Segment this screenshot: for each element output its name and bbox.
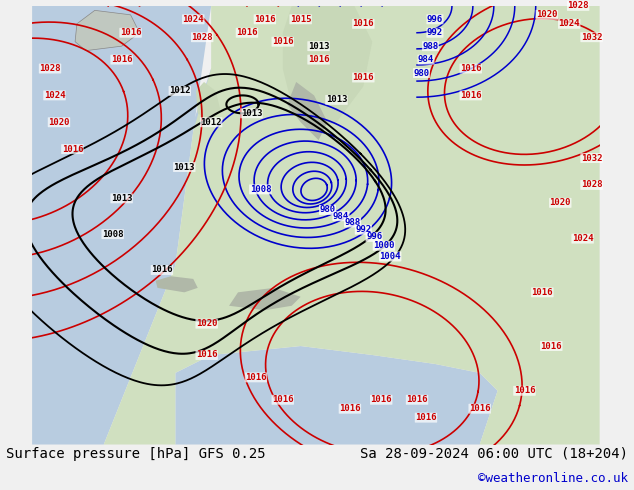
Text: 996: 996: [366, 232, 382, 242]
Text: 1004: 1004: [379, 252, 401, 261]
Text: 1016: 1016: [111, 55, 133, 64]
Text: 1016: 1016: [236, 28, 257, 37]
Text: 1008: 1008: [102, 230, 124, 239]
Text: 988: 988: [344, 218, 361, 227]
Polygon shape: [196, 82, 220, 122]
Text: 988: 988: [422, 42, 439, 50]
Text: 1013: 1013: [326, 96, 347, 104]
Text: 996: 996: [427, 15, 443, 24]
Text: 980: 980: [413, 69, 430, 77]
Text: 1013: 1013: [308, 42, 329, 50]
Text: 1016: 1016: [196, 350, 217, 360]
Text: 1020: 1020: [48, 118, 70, 127]
Text: ©weatheronline.co.uk: ©weatheronline.co.uk: [477, 472, 628, 485]
Text: 1020: 1020: [536, 10, 557, 19]
Text: 1028: 1028: [581, 180, 602, 190]
Text: 1024: 1024: [44, 91, 65, 100]
Polygon shape: [32, 6, 211, 444]
Text: 1024: 1024: [559, 19, 580, 28]
Text: 1020: 1020: [550, 198, 571, 207]
Text: 1028: 1028: [191, 33, 213, 42]
Text: 1016: 1016: [415, 413, 437, 422]
Text: 1015: 1015: [290, 15, 311, 24]
Text: 1008: 1008: [250, 185, 271, 194]
Text: 1016: 1016: [370, 395, 392, 404]
Polygon shape: [287, 82, 328, 140]
Text: 1016: 1016: [61, 145, 83, 153]
Text: 1028: 1028: [39, 64, 61, 73]
Text: 1016: 1016: [469, 404, 491, 413]
Text: 1020: 1020: [196, 319, 217, 328]
Text: 1012: 1012: [200, 118, 222, 127]
Text: 992: 992: [427, 28, 443, 37]
Polygon shape: [193, 50, 301, 176]
Text: 1013: 1013: [174, 163, 195, 172]
Polygon shape: [229, 288, 301, 310]
Text: 1016: 1016: [406, 395, 428, 404]
Text: Surface pressure [hPa] GFS 0.25: Surface pressure [hPa] GFS 0.25: [6, 446, 266, 461]
Text: 1016: 1016: [272, 37, 294, 46]
Text: 1016: 1016: [353, 19, 374, 28]
Text: 1000: 1000: [373, 241, 394, 250]
Text: 1013: 1013: [241, 109, 262, 118]
Text: Sa 28-09-2024 06:00 UTC (18+204): Sa 28-09-2024 06:00 UTC (18+204): [359, 446, 628, 461]
Polygon shape: [444, 306, 542, 337]
Text: 1016: 1016: [245, 373, 267, 382]
Text: 1016: 1016: [120, 28, 141, 37]
Text: 1032: 1032: [581, 153, 602, 163]
Text: 980: 980: [320, 205, 335, 215]
Polygon shape: [104, 6, 600, 444]
Text: 1016: 1016: [254, 15, 276, 24]
Text: 984: 984: [418, 55, 434, 64]
Text: 1016: 1016: [308, 55, 329, 64]
Text: 1028: 1028: [567, 1, 589, 10]
Polygon shape: [75, 10, 139, 50]
Text: 1016: 1016: [339, 404, 361, 413]
Text: 984: 984: [333, 212, 349, 221]
Text: 992: 992: [355, 225, 372, 234]
Text: 1024: 1024: [572, 234, 593, 243]
Text: 1016: 1016: [460, 64, 481, 73]
Text: 1012: 1012: [169, 86, 191, 96]
Text: 1024: 1024: [183, 15, 204, 24]
Text: 1016: 1016: [151, 266, 172, 274]
Text: 1016: 1016: [531, 288, 553, 297]
Text: 1013: 1013: [111, 194, 133, 203]
Polygon shape: [156, 276, 198, 293]
Text: 1016: 1016: [353, 73, 374, 82]
Text: 1016: 1016: [514, 386, 535, 395]
Text: 1016: 1016: [272, 395, 294, 404]
Polygon shape: [176, 346, 498, 444]
Polygon shape: [283, 6, 372, 131]
Text: 1032: 1032: [581, 33, 602, 42]
Text: 1016: 1016: [460, 91, 481, 100]
Text: 1016: 1016: [541, 342, 562, 350]
